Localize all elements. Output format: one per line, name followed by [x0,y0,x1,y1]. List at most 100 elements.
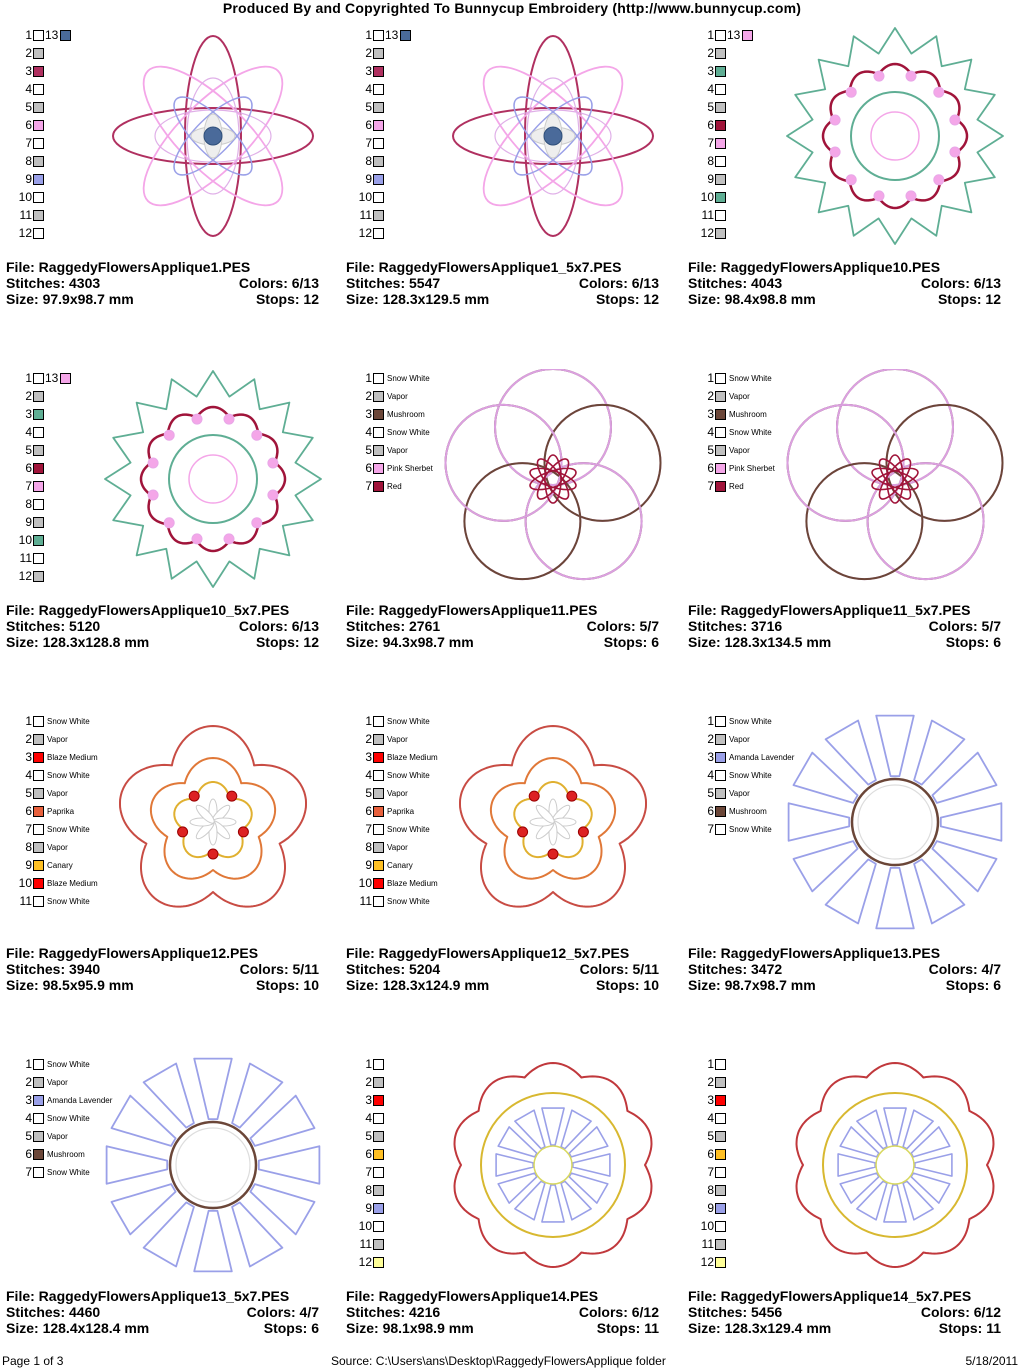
color-legend-row: 2 [697,1073,726,1091]
embroidery-design-preview [105,1057,321,1273]
color-legend-row: 7 Snow White [15,1163,112,1181]
color-swatch [33,769,44,781]
thread-name: Paprika [47,806,75,816]
color-legend-row: 10 [355,1217,384,1235]
design-card: 1 Snow White 2 Vapor 3 Mushroom 4 Snow White 5 Va… [685,343,1005,673]
color-legend-row: 5 [697,98,753,116]
lavender-petal-outline [173,96,253,176]
color-swatch [373,390,384,402]
color-swatch [715,715,726,727]
color-legend-row: 2 [355,44,411,62]
bead-dot [949,146,961,158]
color-legend-row: 7 Red [697,477,775,495]
color-swatch [33,47,44,59]
color-stop-number: 1 [707,371,714,385]
design-card: 1 Snow White 2 Vapor 3 Blaze Medium 4 Snow Whit… [343,686,663,1016]
file-label: File: [346,602,375,618]
color-stop-number: 7 [25,136,32,150]
file-name: RaggedyFlowersApplique12.PES [38,945,259,961]
size-label: Size: [688,291,721,307]
color-legend-row: 6 Paprika [15,802,98,820]
overlap-circle-outline [444,403,563,522]
color-swatch [373,1166,384,1178]
stitches-label: Stitches: [6,961,66,977]
color-legend-row: 4 [697,80,753,98]
colors-label: Colors: [928,618,978,634]
color-swatch [373,408,384,420]
color-swatch [715,191,726,203]
thread-name: Snow White [47,1059,90,1069]
design-size: 98.1x98.9 mm [382,1320,474,1336]
large-petal-outline [524,35,582,237]
embroidery-design-preview [104,370,322,588]
center-ring [850,777,940,867]
design-size: 128.3x129.4 mm [724,1320,832,1336]
thread-name: Vapor [387,391,408,401]
color-stop-number: 12 [700,226,714,240]
color-swatch [715,480,726,492]
stitch-count: 5204 [409,961,441,977]
color-swatch [33,408,44,420]
colors-label: Colors: [928,961,978,977]
color-legend-row: 4 Snow White [15,1109,112,1127]
color-swatch [715,101,726,113]
color-swatch [33,534,44,546]
color-swatch [33,895,44,907]
color-swatch [33,498,44,510]
color-legend-row: 3 Mushroom [697,405,775,423]
source-path: Source: C:\Users\ans\Desktop\RaggedyFlow… [331,1354,666,1368]
color-legend-row: 11 Snow White [355,892,438,910]
center-dot [543,126,563,146]
color-stop-number: 5 [365,1129,372,1143]
size-label: Size: [6,291,39,307]
design-card: 1 2 3 4 5 6 7 8 9 10 11 12 File: RaggedyFlowersAppli… [685,1029,1005,1359]
stops-label: Stops: [938,1320,983,1336]
color-swatch [715,787,726,799]
overlap-circle-outline [836,369,954,486]
color-legend-row: 2 Vapor [355,730,438,748]
thread-name: Vapor [47,1077,68,1087]
color-stop-number: 4 [707,1111,714,1125]
color-legend-row: 7 [697,1163,726,1181]
stitches-label: Stitches: [688,275,748,291]
color-swatch [373,787,384,799]
colors-label: Colors: [246,1304,296,1320]
color-swatch [715,769,726,781]
color-swatch [715,1256,726,1268]
overlap-circle-outline [494,369,612,486]
design-size: 128.3x124.9 mm [382,977,490,993]
stitch-count: 5456 [751,1304,783,1320]
color-stop-number: 8 [25,840,32,854]
color-swatch [373,462,384,474]
bead-dot [267,489,279,501]
color-stop-number: 10 [358,190,372,204]
color-stop-number: 1 [707,1057,714,1071]
color-legend-row: 2 Vapor [15,730,98,748]
color-count: 6/13 [973,275,1001,291]
color-legend-row: 3 Mushroom [355,405,433,423]
stop-count: 10 [643,977,659,993]
color-legend-row: 4 [355,1109,384,1127]
large-petal-outline [452,107,654,165]
file-label: File: [688,259,717,275]
color-stop-number: 4 [25,425,32,439]
color-legend-row: 3 [697,62,753,80]
color-stop-number: 11 [19,208,32,222]
color-swatch [715,372,726,384]
design-info: File: RaggedyFlowersApplique11_5x7.PES St… [688,602,1001,650]
color-legend-row: 1 Snow White [355,369,433,387]
color-legend-row: 4 Snow White [355,423,433,441]
design-info: File: RaggedyFlowersApplique12_5x7.PES St… [346,945,659,993]
color-legend-row: 1 13 [15,369,72,387]
color-swatch [715,408,726,420]
red-bead [547,848,559,860]
color-stop-number: 2 [365,1075,372,1089]
stop-count: 12 [985,291,1001,307]
color-swatch [373,733,384,745]
color-stop-number: 7 [25,1165,32,1179]
color-stop-number: 1 [707,28,714,42]
color-stop-number: 7 [707,822,714,836]
large-petal-outline [112,107,314,165]
size-label: Size: [6,634,39,650]
gold-ring [480,1092,626,1238]
